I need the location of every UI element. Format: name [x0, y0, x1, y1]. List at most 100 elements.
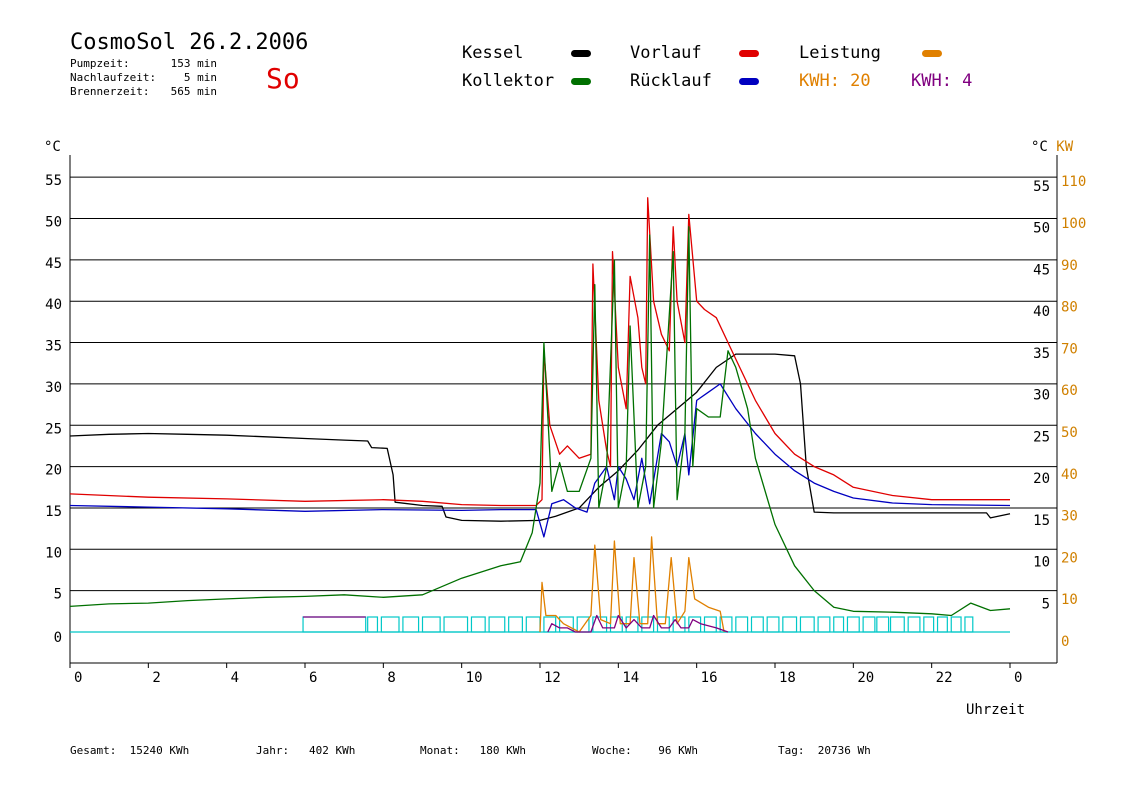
- x-tick-label-2: 4: [231, 670, 239, 686]
- y-right-tick-label-15: 15: [1033, 513, 1050, 529]
- y-right-tick-label-45: 45: [1033, 262, 1050, 278]
- y-right-tick-label-40: 40: [1033, 304, 1050, 320]
- weekday-label: So: [266, 62, 300, 95]
- x-tick-label-3: 6: [309, 670, 317, 686]
- pump-on-interval-23: [750, 616, 764, 633]
- series-line-kessel: [69, 353, 1011, 522]
- y-right-tick-label-50: 50: [1033, 221, 1050, 237]
- kw-tick-label-20: 20: [1061, 550, 1078, 566]
- x-tick-label-9: 18: [779, 670, 796, 686]
- y-tick-label-5: 5: [54, 587, 62, 603]
- pump-on-interval-9: [525, 616, 541, 633]
- pump-on-interval-34: [923, 616, 935, 633]
- pump-on-interval-33: [907, 616, 921, 633]
- pump-on-interval-27: [817, 616, 831, 633]
- pump-on-interval-14: [609, 616, 623, 633]
- pump-on-interval-25: [782, 616, 798, 633]
- y-right-tick-label-55: 55: [1033, 179, 1050, 195]
- nachlaufzeit-label: Nachlaufzeit:: [70, 71, 157, 84]
- pump-on-interval-37: [964, 616, 974, 633]
- x-tick-label-0: 0: [74, 670, 82, 686]
- pump-on-interval-32: [889, 616, 905, 633]
- pump-on-interval-7: [488, 616, 506, 633]
- legend-kollektor: Kollektor: [462, 71, 555, 91]
- pump-on-interval-12: [576, 616, 590, 633]
- kw-tick-label-30: 30: [1061, 509, 1078, 525]
- legend-leistung-swatch: [922, 50, 942, 57]
- pumpzeit-label: Pumpzeit:: [70, 57, 130, 70]
- legend-kessel: Kessel: [462, 43, 524, 63]
- kw-tick-label-80: 80: [1061, 300, 1078, 316]
- pump-on-interval-1: [367, 616, 379, 633]
- x-tick-label-8: 16: [701, 670, 718, 686]
- kw-tick-label-60: 60: [1061, 383, 1078, 399]
- kw-tick-label-10: 10: [1061, 592, 1078, 608]
- x-tick-label-12: 0: [1014, 670, 1022, 686]
- y-right-tick-label-20: 20: [1033, 471, 1050, 487]
- y-axis-label-right-c: °C: [1031, 139, 1057, 155]
- kw-tick-label-110: 110: [1061, 174, 1086, 190]
- pump-on-interval-3: [402, 616, 420, 633]
- x-tick-label-4: 8: [387, 670, 395, 686]
- y-tick-label-0: 0: [54, 630, 62, 646]
- kw-tick-label-90: 90: [1061, 258, 1078, 274]
- pump-on-interval-24: [766, 616, 780, 633]
- footer-tag: Tag: 20736 Wh: [778, 744, 871, 757]
- x-tick-label-1: 2: [152, 670, 160, 686]
- y-tick-label-30: 30: [45, 380, 62, 396]
- y-tick-label-45: 45: [45, 256, 62, 272]
- pump-on-interval-36: [950, 616, 962, 633]
- x-tick-label-11: 22: [936, 670, 953, 686]
- pump-on-interval-28: [833, 616, 845, 633]
- pump-on-interval-17: [656, 616, 670, 633]
- y-right-tick-label-25: 25: [1033, 429, 1050, 445]
- pump-on-interval-35: [936, 616, 948, 633]
- y-tick-label-25: 25: [45, 421, 62, 437]
- pump-on-interval-30: [862, 616, 876, 633]
- x-tick-label-5: 10: [466, 670, 483, 686]
- y-tick-label-15: 15: [45, 504, 62, 520]
- chart-title: CosmoSol 26.2.2006: [70, 30, 309, 55]
- pump-on-interval-13: [592, 616, 608, 633]
- brennerzeit-value: 565 min: [170, 85, 217, 98]
- footer-jahr: Jahr: 402 KWh: [256, 744, 356, 757]
- series-line-r-cklauf: [69, 383, 1011, 538]
- legend-kollektor-swatch: [571, 78, 591, 85]
- pump-on-interval-8: [508, 616, 523, 633]
- pump-on-interval-31: [876, 616, 890, 633]
- y-right-tick-label-35: 35: [1033, 346, 1050, 362]
- pump-on-interval-18: [672, 616, 686, 633]
- y-axis-label-kw: KW: [1056, 139, 1074, 155]
- pump-on-interval-11: [558, 616, 574, 633]
- kw-tick-label-70: 70: [1061, 341, 1078, 357]
- x-tick-label-7: 14: [622, 670, 639, 686]
- pump-on-interval-0: [302, 616, 367, 633]
- footer-woche: Woche: 96 KWh: [592, 744, 698, 757]
- footer-monat: Monat: 180 KWh: [420, 744, 526, 757]
- legend-ruecklauf: Rücklauf: [630, 71, 712, 91]
- pump-on-interval-15: [625, 616, 639, 633]
- legend-kwh-leistung2: KWH: 4: [911, 71, 973, 91]
- pump-on-interval-26: [799, 616, 815, 633]
- y-axis-label-right: °C KW: [1031, 139, 1073, 155]
- pump-on-interval-22: [735, 616, 749, 633]
- y-tick-label-50: 50: [45, 215, 62, 231]
- pump-on-interval-5: [443, 616, 469, 633]
- legend-kessel-swatch: [571, 50, 591, 57]
- kw-tick-label-0: 0: [1061, 634, 1069, 650]
- kw-tick-label-100: 100: [1061, 216, 1086, 232]
- y-tick-label-10: 10: [45, 545, 62, 561]
- pump-on-interval-4: [421, 616, 441, 633]
- legend-leistung: Leistung: [799, 43, 881, 63]
- axes: [69, 155, 1058, 668]
- series-lines: [69, 197, 1011, 633]
- tick-labels: 0 2 4 6 8 10 12 14 16 18 20 22 005101520253035404550…: [45, 173, 1086, 686]
- series-line-leistung-2: [547, 614, 729, 633]
- series-line-vorlauf: [69, 197, 1010, 507]
- x-axis-label: Uhrzeit: [966, 702, 1026, 718]
- y-right-tick-label-30: 30: [1033, 388, 1050, 404]
- y-right-tick-label-10: 10: [1033, 555, 1050, 571]
- y-tick-label-35: 35: [45, 339, 62, 355]
- legend-ruecklauf-swatch: [739, 78, 759, 85]
